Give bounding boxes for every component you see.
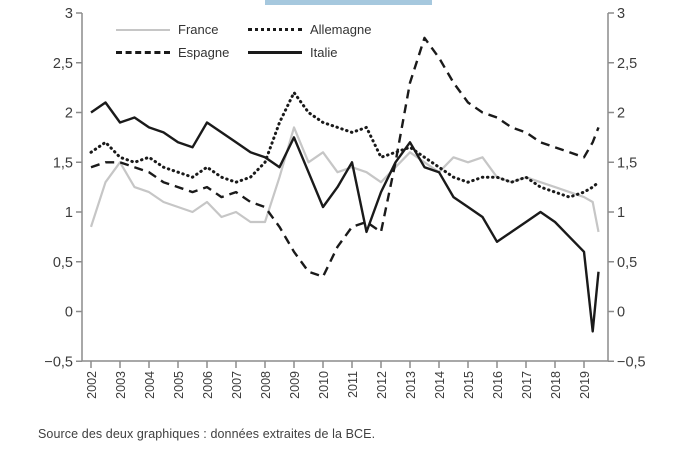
france-line-sample-icon xyxy=(116,28,170,31)
series-line-espagne xyxy=(90,36,600,278)
legend-item-italie: Italie xyxy=(248,45,371,60)
y-tick-label-left: 1,5 xyxy=(53,155,73,171)
axes xyxy=(81,13,609,362)
x-tick-label: 2019 xyxy=(578,371,592,399)
x-tick-label: 2018 xyxy=(549,371,563,399)
x-tick-label: 2013 xyxy=(404,371,418,399)
legend-label-espagne: Espagne xyxy=(178,45,230,60)
legend-item-allemagne: Allemagne xyxy=(248,22,371,37)
x-tick-label: 2015 xyxy=(462,371,476,399)
x-tick-label: 2017 xyxy=(520,371,534,399)
y-tick-label-right: 1,5 xyxy=(617,155,637,171)
x-tick-label: 2014 xyxy=(433,371,447,399)
y-tick-label-right: 1 xyxy=(617,205,625,221)
x-tick-label: 2008 xyxy=(259,371,273,399)
x-tick-label: 2009 xyxy=(288,371,302,399)
y-tick-label-left: −0,5 xyxy=(44,354,73,370)
y-tick-label-left: 1 xyxy=(65,205,73,221)
allemagne-line-sample-icon xyxy=(248,28,302,31)
x-tick-label: 2011 xyxy=(346,371,360,398)
italie-line-sample-icon xyxy=(248,51,302,54)
x-tick-label: 2012 xyxy=(375,371,389,399)
x-tick-label: 2016 xyxy=(491,371,505,399)
legend-label-italie: Italie xyxy=(310,45,338,60)
x-tick-label: 2006 xyxy=(201,371,215,399)
x-tick-label: 2007 xyxy=(230,371,244,399)
source-note: Source des deux graphiques : données ext… xyxy=(38,427,376,441)
legend-label-allemagne: Allemagne xyxy=(310,22,372,37)
x-axis-ticks: 2002 2003 2004 2005 2006 2007 2008 2009 2010 2011… xyxy=(85,361,592,399)
y-tick-label-right: 2,5 xyxy=(617,56,637,72)
legend-item-espagne: Espagne xyxy=(116,45,248,60)
x-tick-label: 2004 xyxy=(143,371,157,399)
x-tick-label: 2003 xyxy=(114,371,128,399)
y-axis-ticks: 3 3 2,5 2,5 2 2 1,5 1,5 1 1 0,5 0,5 0 0 −0,5 −0,5 xyxy=(44,6,645,370)
x-tick-label: 2005 xyxy=(172,371,186,399)
series-line-italie xyxy=(90,101,600,333)
y-tick-label-right: 3 xyxy=(617,6,625,22)
x-tick-label: 2010 xyxy=(317,371,331,399)
y-tick-label-right: 0,5 xyxy=(617,255,637,271)
y-tick-label-left: 2,5 xyxy=(53,56,73,72)
chart-legend: France Allemagne Espagne Italie xyxy=(116,22,371,60)
y-tick-label-right: −0,5 xyxy=(617,354,646,370)
espagne-line-sample-icon xyxy=(116,51,170,54)
y-tick-label-left: 3 xyxy=(65,6,73,22)
legend-label-france: France xyxy=(178,22,219,37)
top-highlight-bar xyxy=(265,0,432,5)
y-tick-label-left: 2 xyxy=(65,106,73,122)
y-tick-label-left: 0,5 xyxy=(53,255,73,271)
series-line-allemagne xyxy=(89,91,600,199)
legend-item-france: France xyxy=(116,22,248,37)
x-tick-label: 2002 xyxy=(85,371,99,399)
y-tick-label-right: 0 xyxy=(617,305,625,321)
y-tick-label-right: 2 xyxy=(617,106,625,122)
y-tick-label-left: 0 xyxy=(65,305,73,321)
